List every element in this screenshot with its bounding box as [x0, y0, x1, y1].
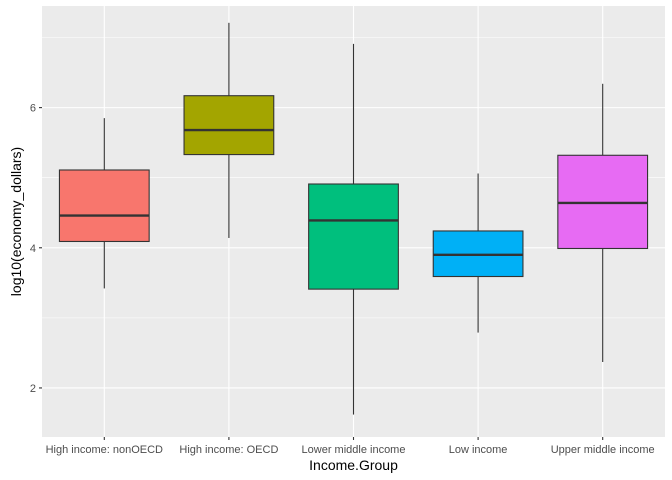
y-tick-label: 2 [30, 383, 36, 395]
x-tick-label: High income: OECD [179, 444, 278, 456]
y-axis-title: log10(economy_dollars) [8, 147, 24, 296]
y-axis: 2 4 6 [30, 103, 42, 395]
box-iqr [308, 183, 399, 290]
box-series [58, 22, 649, 415]
box-5 [557, 83, 649, 363]
y-tick-label: 4 [30, 243, 36, 255]
y-tick-label: 6 [30, 103, 36, 115]
box-2 [183, 22, 275, 238]
box-iqr [183, 95, 275, 156]
x-tick-label: High income: nonOECD [46, 444, 163, 456]
box-4 [432, 173, 524, 333]
x-tick-label: Lower middle income [302, 444, 406, 456]
x-tick-label: Upper middle income [551, 444, 655, 456]
box-3 [308, 43, 399, 415]
box-iqr [58, 169, 150, 243]
x-tick-label: Low income [449, 444, 508, 456]
x-axis: High income: nonOECD High income: OECD Low… [46, 437, 655, 456]
x-axis-title: Income.Group [309, 457, 398, 473]
box-1 [58, 118, 150, 289]
